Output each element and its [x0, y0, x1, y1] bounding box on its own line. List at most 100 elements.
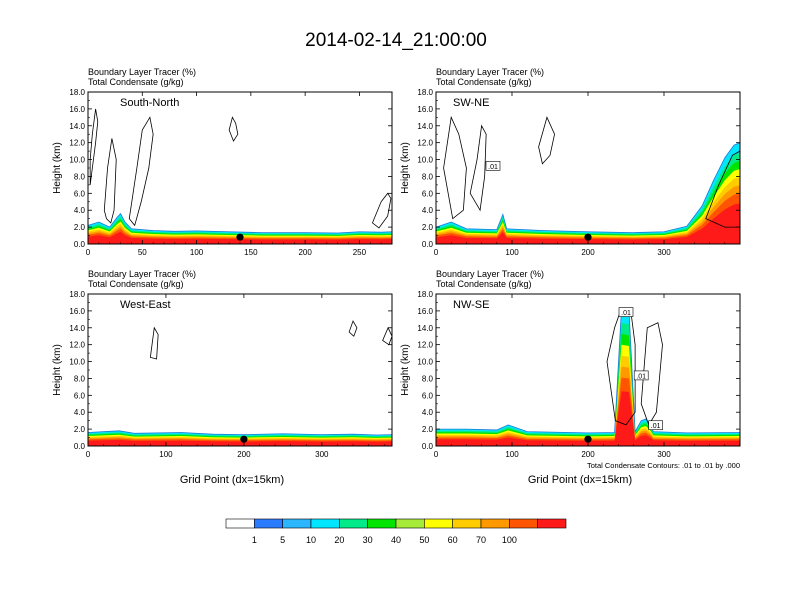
- y-axis-label: Height (km): [400, 344, 411, 396]
- y-tick-label: 10.0: [69, 358, 85, 367]
- contour-label: .01: [621, 310, 631, 317]
- y-tick-label: 12.0: [417, 341, 433, 350]
- colorbar-swatch: [395, 518, 425, 529]
- condensate-contour-1: [606, 307, 636, 426]
- panel-sw-ne: Boundary Layer Tracer (%)Total Condensat…: [400, 67, 741, 257]
- plot-area: [88, 108, 392, 244]
- panel-subtitle-condensate: Total Condensate (g/kg): [436, 77, 532, 87]
- tracer-top-line: [88, 212, 392, 234]
- condensate-contour-4: [705, 150, 740, 228]
- tracer-band-8: [88, 439, 392, 446]
- y-tick-label: 16.0: [69, 105, 85, 114]
- tracer-band-8: [88, 231, 392, 244]
- y-tick-label: 18.0: [69, 88, 85, 97]
- y-tick-label: 4.0: [74, 206, 86, 215]
- condensate-contour-2: [348, 320, 358, 337]
- x-tick-label: 0: [86, 450, 91, 459]
- colorbar-swatch: [367, 518, 397, 529]
- y-tick-label: 8.0: [422, 374, 434, 383]
- contour-label-box: [618, 307, 634, 317]
- panel-subtitle-tracer: Boundary Layer Tracer (%): [88, 269, 196, 279]
- panel-west-east: Boundary Layer Tracer (%)Total Condensat…: [52, 269, 393, 486]
- location-marker: [236, 233, 244, 241]
- y-tick-label: 10.0: [417, 156, 433, 165]
- colorbar-label: 60: [448, 535, 458, 545]
- x-tick-label: 100: [505, 248, 519, 257]
- panel-subtitle-condensate: Total Condensate (g/kg): [436, 279, 532, 289]
- plot-frame: [435, 293, 741, 447]
- colorbar-label: 70: [476, 535, 486, 545]
- contour-label-box: [485, 161, 501, 171]
- colorbar-swatch: [537, 518, 567, 529]
- y-tick-label: 8.0: [422, 172, 434, 181]
- y-axis-label: Height (km): [400, 142, 411, 194]
- x-tick-label: 200: [237, 450, 251, 459]
- y-tick-label: 12.0: [69, 341, 85, 350]
- panel-subtitle-tracer: Boundary Layer Tracer (%): [436, 67, 544, 77]
- plot-frame: [87, 293, 393, 447]
- colorbar-swatch: [509, 518, 538, 529]
- location-marker: [240, 435, 248, 443]
- colorbar-swatch: [339, 518, 368, 529]
- y-tick-label: 14.0: [417, 122, 433, 131]
- y-tick-label: 6.0: [422, 189, 434, 198]
- y-tick-label: 12.0: [417, 139, 433, 148]
- panel-subtitle-tracer: Boundary Layer Tracer (%): [88, 67, 196, 77]
- condensate-contour-1: [149, 326, 159, 360]
- tracer-band-7: [436, 377, 740, 446]
- condensate-contour-3: [382, 326, 392, 346]
- x-tick-label: 0: [86, 248, 91, 257]
- x-axis-label: Grid Point (dx=15km): [528, 474, 632, 486]
- x-axis-label: Grid Point (dx=15km): [180, 474, 284, 486]
- y-tick-label: 10.0: [69, 156, 85, 165]
- y-tick-label: 0.0: [74, 442, 86, 451]
- x-tick-label: 200: [581, 450, 595, 459]
- panel-label: West-East: [120, 299, 171, 311]
- colorbar-swatch: [282, 518, 312, 529]
- y-tick-label: 8.0: [74, 172, 86, 181]
- y-tick-label: 2.0: [74, 223, 86, 232]
- y-tick-label: 16.0: [417, 105, 433, 114]
- location-marker: [584, 435, 592, 443]
- y-tick-label: 0.0: [74, 240, 86, 249]
- y-tick-label: 4.0: [422, 408, 434, 417]
- y-tick-label: 10.0: [417, 358, 433, 367]
- location-marker: [584, 233, 592, 241]
- x-tick-label: 200: [581, 248, 595, 257]
- plot-area: [88, 320, 392, 446]
- colorbar-swatch: [452, 518, 482, 529]
- panel-south-north: Boundary Layer Tracer (%)Total Condensat…: [52, 67, 393, 257]
- y-tick-label: 2.0: [422, 223, 434, 232]
- colorbar-swatch: [424, 518, 453, 529]
- contour-label: .01: [488, 164, 498, 171]
- y-tick-label: 4.0: [422, 206, 434, 215]
- condensate-contour-2: [103, 138, 117, 224]
- colorbar-label: 100: [502, 535, 517, 545]
- y-tick-label: 6.0: [74, 189, 86, 198]
- contour-label: .01: [636, 373, 646, 380]
- panel-subtitle-condensate: Total Condensate (g/kg): [88, 279, 184, 289]
- tracer-top-line: [88, 430, 392, 436]
- panel-label: SW-NE: [453, 97, 489, 109]
- y-tick-label: 16.0: [69, 307, 85, 316]
- condensate-contour-1: [89, 108, 99, 185]
- y-tick-label: 4.0: [74, 408, 86, 417]
- y-tick-label: 12.0: [69, 139, 85, 148]
- y-tick-label: 2.0: [74, 425, 86, 434]
- panel-nw-se: Boundary Layer Tracer (%)Total Condensat…: [400, 269, 741, 486]
- colorbar-label: 40: [391, 535, 401, 545]
- y-tick-label: 0.0: [422, 240, 434, 249]
- tracer-band-8: [436, 391, 740, 446]
- chart-main-title: 2014-02-14_21:00:00: [305, 30, 487, 51]
- x-tick-label: 100: [505, 450, 519, 459]
- colorbar-swatch: [254, 518, 283, 529]
- colorbar-swatch: [310, 518, 340, 529]
- condensate-contour-4: [228, 116, 239, 142]
- contour-note: Total Condensate Contours: .01 to .01 by…: [587, 461, 740, 470]
- colorbar-swatch: [225, 518, 255, 529]
- x-tick-label: 300: [657, 450, 671, 459]
- x-tick-label: 0: [434, 248, 439, 257]
- tracer-band-8: [436, 203, 740, 244]
- panel-subtitle-tracer: Boundary Layer Tracer (%): [436, 269, 544, 279]
- condensate-contour-5: [371, 192, 392, 229]
